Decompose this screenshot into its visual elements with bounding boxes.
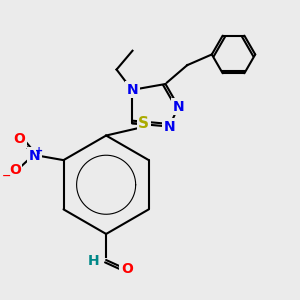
Text: H: H xyxy=(87,254,99,268)
Text: N: N xyxy=(164,119,175,134)
Text: −: − xyxy=(2,170,11,181)
Text: N: N xyxy=(173,100,184,114)
Text: O: O xyxy=(121,262,133,276)
Text: O: O xyxy=(9,163,21,177)
Text: +: + xyxy=(35,146,44,156)
Text: N: N xyxy=(127,83,138,97)
Text: O: O xyxy=(14,132,26,146)
Text: S: S xyxy=(138,116,149,131)
Text: N: N xyxy=(29,149,40,163)
